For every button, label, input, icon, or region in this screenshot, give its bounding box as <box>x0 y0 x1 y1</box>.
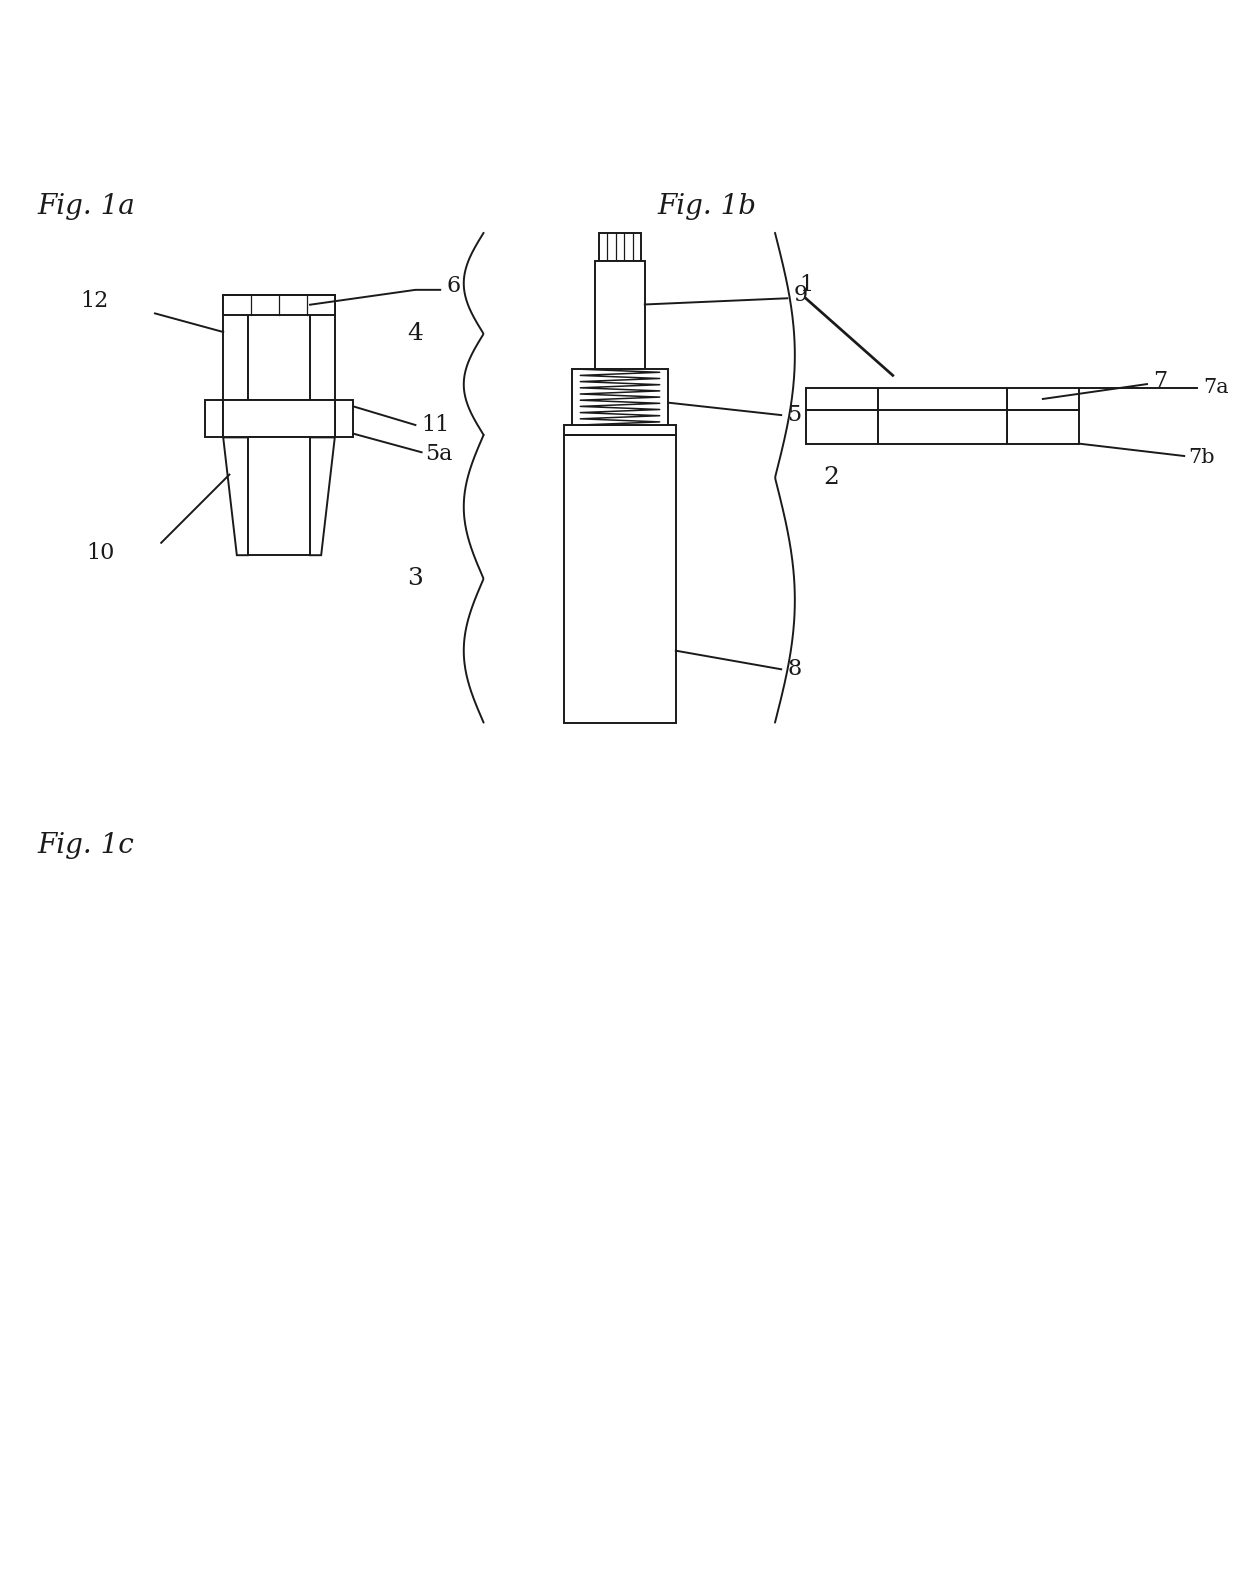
Text: Fig. 1c: Fig. 1c <box>37 832 134 859</box>
Bar <box>564 435 676 722</box>
Bar <box>223 295 335 314</box>
Bar <box>310 295 335 400</box>
Bar <box>248 295 310 400</box>
Bar <box>1007 387 1079 410</box>
Polygon shape <box>205 400 223 437</box>
Text: 11: 11 <box>422 414 450 437</box>
Text: 5: 5 <box>787 405 801 426</box>
Bar <box>572 370 668 426</box>
Text: 4: 4 <box>408 322 423 346</box>
Bar <box>564 426 676 435</box>
Text: 1: 1 <box>800 274 813 296</box>
Bar <box>1007 410 1079 443</box>
Text: 3: 3 <box>408 567 423 590</box>
Bar <box>1007 387 1079 410</box>
Bar <box>564 435 676 722</box>
Text: 9: 9 <box>794 284 807 306</box>
Bar <box>806 410 878 443</box>
Bar <box>806 410 878 443</box>
Text: 6: 6 <box>446 276 460 298</box>
Bar <box>310 295 335 400</box>
Bar <box>806 387 878 410</box>
Bar <box>564 435 676 722</box>
Bar <box>806 410 878 443</box>
Text: 7a: 7a <box>1203 378 1229 397</box>
Bar <box>806 387 878 410</box>
Bar <box>595 261 645 370</box>
Text: 7: 7 <box>1153 370 1167 392</box>
Bar <box>1007 410 1079 443</box>
Bar <box>223 295 248 400</box>
Text: Fig. 1b: Fig. 1b <box>657 193 756 220</box>
Bar <box>1007 410 1079 443</box>
Bar <box>310 295 335 400</box>
Bar <box>223 295 248 400</box>
Bar <box>1007 387 1079 410</box>
Polygon shape <box>335 400 353 437</box>
Bar <box>806 387 878 410</box>
Text: 2: 2 <box>823 465 838 489</box>
Text: 10: 10 <box>87 542 115 564</box>
Polygon shape <box>223 437 248 555</box>
Bar <box>878 387 1007 410</box>
Text: 12: 12 <box>81 290 109 312</box>
Polygon shape <box>310 437 335 555</box>
Bar <box>248 437 310 555</box>
Bar <box>223 400 335 437</box>
Bar <box>564 426 676 435</box>
Text: 5a: 5a <box>425 443 453 465</box>
Text: 7b: 7b <box>1188 448 1214 467</box>
Text: 8: 8 <box>787 658 801 681</box>
Bar <box>599 233 641 261</box>
Bar <box>223 295 248 400</box>
Bar <box>564 426 676 435</box>
Text: Fig. 1a: Fig. 1a <box>37 193 135 220</box>
Bar <box>878 410 1007 443</box>
